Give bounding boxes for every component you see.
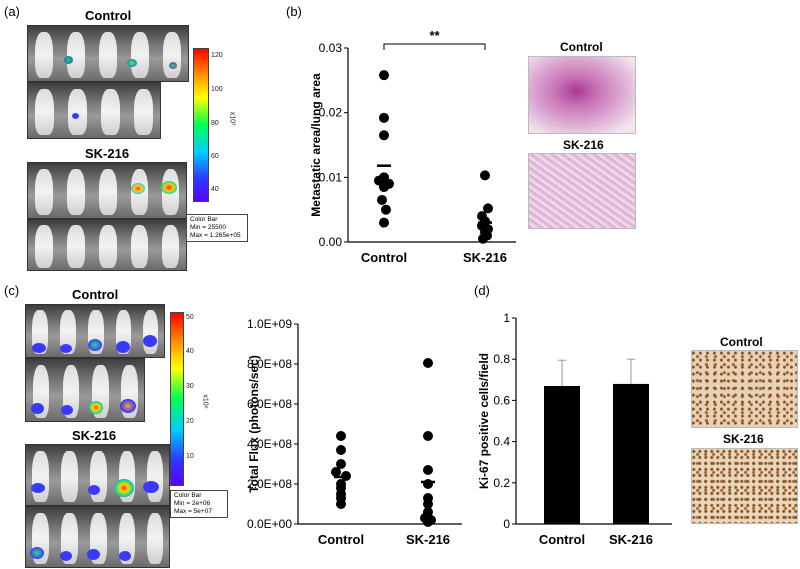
- x-tick-label: Control: [361, 250, 407, 265]
- panel-a-colorbar: [193, 48, 209, 202]
- cb-box-line: Color Bar: [190, 216, 218, 223]
- panel-d-ihc-control: [691, 350, 798, 428]
- y-tick-label: 1: [503, 311, 510, 325]
- panel-a-cb-tick: 60: [211, 153, 219, 160]
- y-tick-label: 2.0E+08: [247, 477, 292, 491]
- panel-c-cb-tick: 50: [186, 314, 194, 321]
- panel-c-control-images-row2: [25, 358, 145, 422]
- panel-c-cb-tick: 40: [186, 348, 194, 355]
- panel-c-cb-tick: 20: [186, 418, 194, 425]
- panel-b-histology-sk216: [528, 153, 636, 229]
- data-point: [423, 358, 433, 368]
- y-tick-label: 1.0E+09: [247, 317, 292, 331]
- panel-b-histology-control: [528, 56, 636, 134]
- y-axis-label: Total Flux (photons/sec): [247, 355, 261, 493]
- x-tick-label: SK-216: [609, 532, 653, 547]
- data-point: [336, 445, 346, 455]
- data-point: [379, 130, 389, 141]
- panel-c-control-images-row1: [25, 304, 165, 358]
- bar: [544, 385, 580, 524]
- y-tick-label: 4.0E+08: [247, 437, 292, 451]
- panel-c-sk216-images-row2: [25, 506, 170, 568]
- x-tick-label: Control: [539, 532, 585, 547]
- x-tick-label: Control: [318, 532, 364, 547]
- panel-a-control-images-row1: [27, 25, 189, 82]
- y-axis-label: Metastatic area/lung area: [309, 73, 323, 217]
- data-point: [423, 479, 433, 489]
- panel-c-label: (c): [4, 283, 20, 298]
- bar: [613, 383, 649, 524]
- panel-c-chart: 0.0E+00 2.0E+08 4.0E+08 6.0E+08 8.0E+08 1.0E+…: [247, 317, 462, 547]
- data-point: [336, 499, 346, 509]
- data-point: [331, 467, 341, 477]
- data-point: [336, 459, 346, 469]
- panel-a-sk216-images-row2: [27, 219, 187, 271]
- panel-a-colorbar-box: Color Bar Min = 25500 Max = 1.265e+05: [186, 214, 248, 242]
- y-tick-label: 0.8: [493, 352, 510, 366]
- y-tick-label: 0.2: [493, 476, 510, 490]
- cb-box-line: Max = 1.265e+05: [190, 232, 241, 239]
- data-point: [379, 70, 389, 81]
- panel-c-colorbar-box: Color Bar Min = 2e+06 Max = 5e+07: [170, 490, 228, 518]
- panel-a-cb-tick: 40: [211, 186, 219, 193]
- panel-d-chart: 0 0.2 0.4 0.6 0.8 1 Ki-67 positive cells/field…: [477, 311, 672, 547]
- panel-a-sk216-label: SK-216: [85, 146, 130, 161]
- data-point: [377, 194, 387, 205]
- cb-box-line: Max = 5e+07: [174, 508, 212, 515]
- y-tick-label: 0.01: [319, 170, 343, 184]
- y-tick-label: 8.0E+08: [247, 357, 292, 371]
- y-tick-label: 0.4: [493, 435, 510, 449]
- data-point: [379, 112, 389, 123]
- panel-b-histo-label-sk216: SK-216: [563, 138, 604, 152]
- x-tick-label: SK-216: [463, 250, 507, 265]
- data-point: [478, 233, 488, 244]
- cb-box-line: Color Bar: [174, 492, 202, 499]
- data-point: [381, 204, 391, 215]
- panel-b-chart: 0.00 0.01 0.02 0.03 Metastatic area/lung are…: [309, 28, 516, 265]
- data-point: [336, 431, 346, 441]
- data-point: [423, 517, 433, 527]
- cb-box-line: Min = 25500: [190, 224, 226, 231]
- y-axis-label: Ki-67 positive cells/field: [477, 353, 491, 489]
- panel-a-label: (a): [4, 4, 20, 19]
- y-tick-label: 0.03: [319, 41, 343, 55]
- data-point: [483, 203, 493, 214]
- y-tick-label: 0.0E+00: [247, 517, 292, 531]
- data-point: [423, 499, 433, 509]
- panel-c-cb-unit: x10⁶: [201, 394, 209, 409]
- panel-d-ihc-label-sk216: SK-216: [723, 432, 764, 446]
- panel-c-sk216-label: SK-216: [72, 428, 117, 443]
- y-tick-label: 6.0E+08: [247, 397, 292, 411]
- y-tick-label: 0.02: [319, 106, 343, 120]
- significance-bracket: [383, 43, 486, 50]
- panel-a-cb-tick: 80: [211, 120, 219, 127]
- panel-c-cb-tick: 10: [186, 453, 194, 460]
- significance-label: **: [429, 28, 440, 43]
- data-point: [480, 170, 490, 181]
- panel-c-sk216-images-row1: [25, 444, 170, 506]
- data-point: [379, 182, 389, 193]
- y-tick-label: 0.00: [319, 235, 343, 249]
- panel-d-label: (d): [474, 283, 490, 298]
- panel-a-sk216-images-row1: [27, 162, 187, 219]
- panel-b-histo-label-control: Control: [560, 40, 603, 54]
- panel-a-cb-tick: 120: [211, 52, 223, 59]
- cb-box-line: Min = 2e+06: [174, 500, 211, 507]
- panel-d-ihc-label-control: Control: [720, 335, 763, 349]
- panel-c-cb-tick: 30: [186, 383, 194, 390]
- panel-d-ihc-sk216: [691, 448, 798, 524]
- panel-c-control-label: Control: [72, 287, 119, 302]
- panel-a-cb-tick: 100: [211, 86, 223, 93]
- panel-a-control-images-row2: [27, 82, 161, 139]
- panel-a-control-label: Control: [85, 8, 132, 23]
- y-tick-label: 0: [503, 517, 510, 531]
- panel-c-colorbar: [170, 312, 184, 486]
- panel-b-label: (b): [286, 4, 302, 19]
- data-point: [423, 465, 433, 475]
- data-point: [423, 431, 433, 441]
- y-tick-label: 0.6: [493, 393, 510, 407]
- x-tick-label: SK-216: [406, 532, 450, 547]
- data-point: [379, 217, 389, 228]
- panel-a-cb-unit: x10³: [228, 111, 236, 126]
